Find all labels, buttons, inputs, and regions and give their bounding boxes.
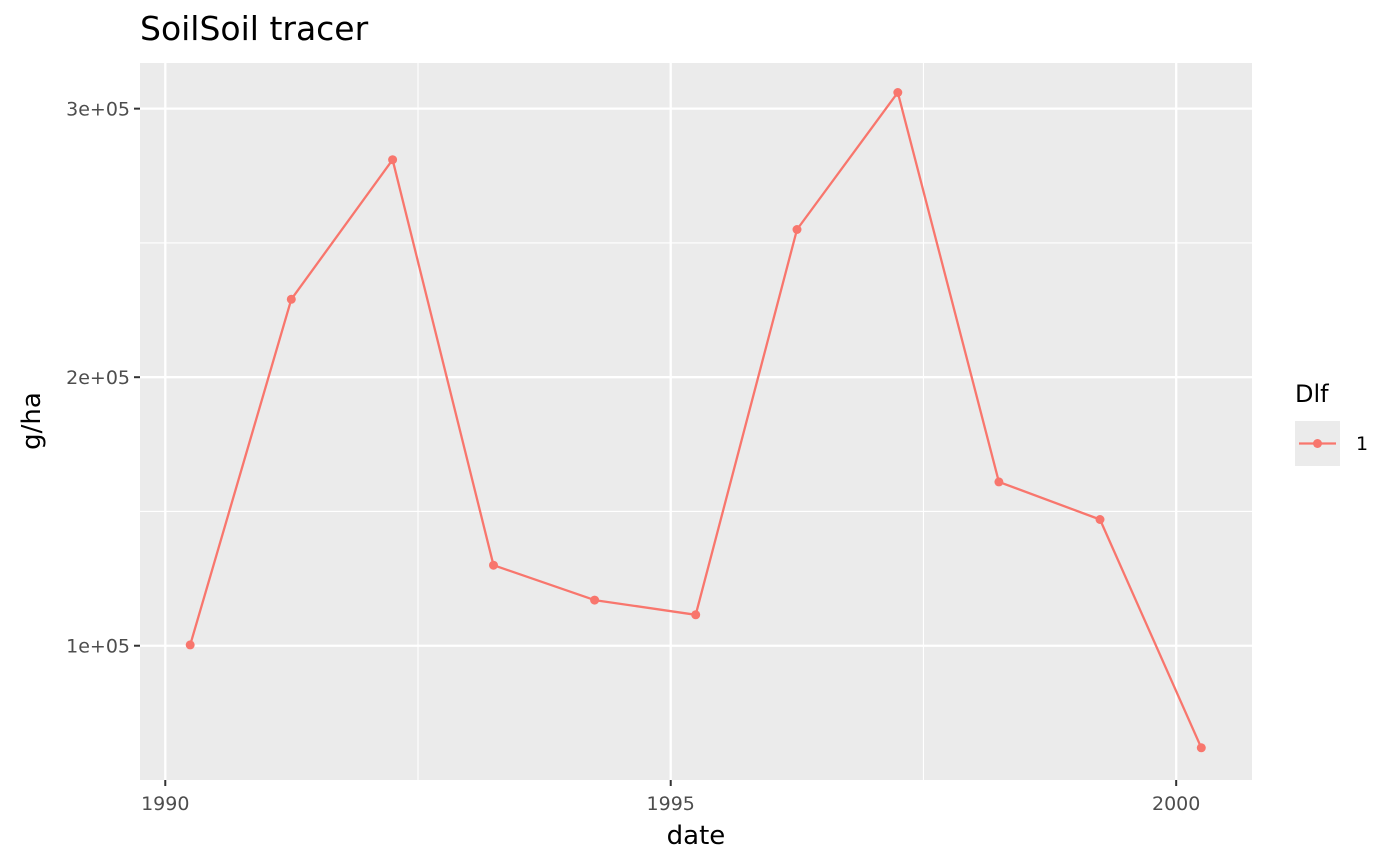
data-point xyxy=(691,610,701,620)
minor-gridlines xyxy=(140,63,1252,780)
data-point xyxy=(893,88,903,97)
data-point xyxy=(185,640,195,650)
data-point xyxy=(286,294,296,304)
x-axis-title: date xyxy=(667,821,726,851)
x-tick-label: 2000 xyxy=(1152,793,1200,815)
data-point xyxy=(1196,743,1206,753)
y-tick-label: 3e+05 xyxy=(66,99,130,121)
y-tick-label: 2e+05 xyxy=(66,367,130,389)
data-point xyxy=(590,595,600,605)
data-series xyxy=(185,88,1206,753)
y-axis-title: g/ha xyxy=(17,392,47,450)
legend: Dlf 1 xyxy=(1295,380,1368,466)
data-point xyxy=(1095,515,1105,524)
tick-labels: 1e+05 2e+05 3e+05 1990 1995 2000 xyxy=(66,99,1200,815)
axis-ticks xyxy=(134,107,1178,786)
legend-title: Dlf xyxy=(1295,380,1329,408)
x-tick-label: 1990 xyxy=(141,793,189,815)
chart-title: SoilSoil tracer xyxy=(140,9,369,48)
data-point xyxy=(388,155,398,165)
data-point xyxy=(792,225,802,234)
major-gridlines xyxy=(140,63,1252,780)
legend-key-point xyxy=(1313,439,1322,448)
y-tick-label: 1e+05 xyxy=(66,636,130,658)
legend-entry-label: 1 xyxy=(1356,433,1368,455)
x-tick-label: 1995 xyxy=(647,793,695,815)
data-point xyxy=(994,477,1004,487)
plot-panel xyxy=(140,63,1252,780)
data-point xyxy=(489,560,498,570)
